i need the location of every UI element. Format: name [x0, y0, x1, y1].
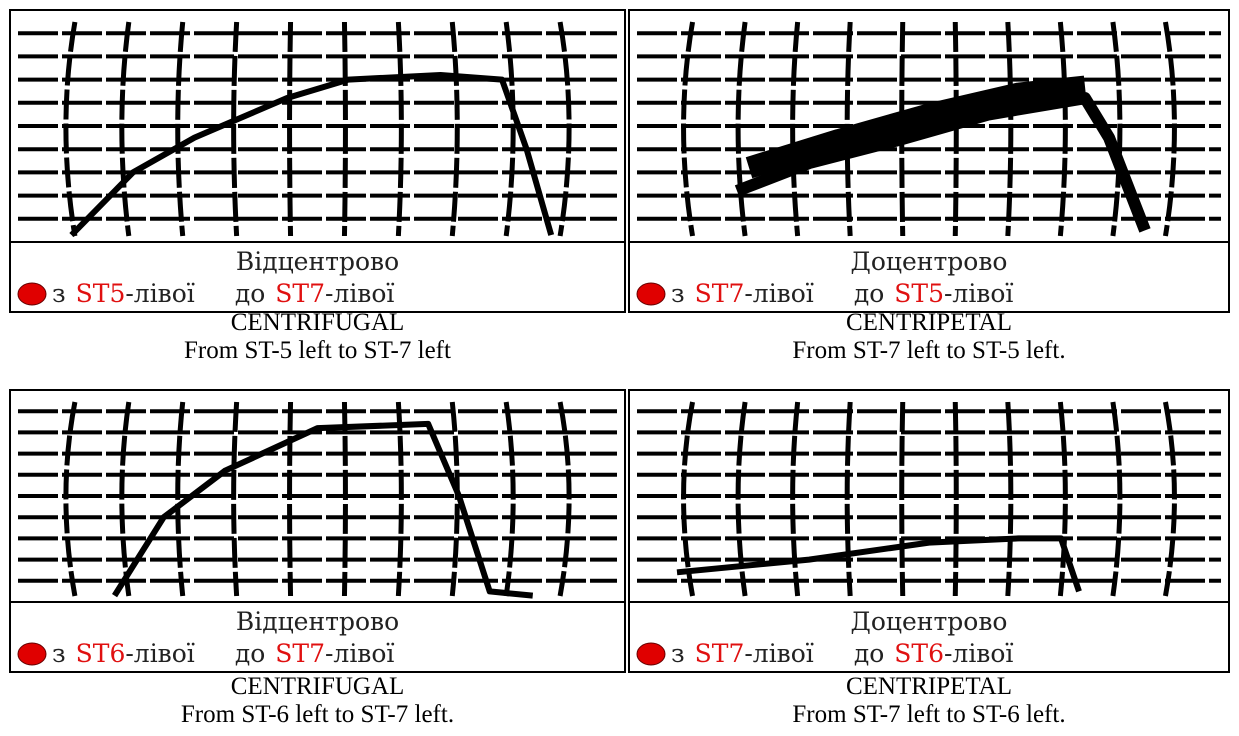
- grid-line: [1110, 21, 1123, 237]
- caption-line: CENTRIFUGAL: [231, 309, 405, 336]
- grid-line: [1057, 21, 1068, 237]
- panel-border: [9, 389, 626, 673]
- marker-dot: [636, 282, 666, 306]
- route-from-suffix: -лівої: [125, 639, 194, 668]
- grid-line: [735, 401, 748, 597]
- route-from-suffix: -лівої: [125, 279, 194, 308]
- caption-line: From ST-5 left to ST-7 left: [184, 337, 451, 364]
- route-from-suffix: -лівої: [744, 279, 813, 308]
- route-to-word: до: [235, 639, 265, 668]
- route-to-suffix: -лівої: [944, 639, 1013, 668]
- grid-line: [1110, 401, 1123, 597]
- grid-line: [287, 401, 294, 597]
- grid-line: [503, 21, 516, 237]
- grid-line: [790, 401, 801, 597]
- route-label: з ST6-лівої до ST7-лівої: [52, 639, 394, 668]
- caption-line: CENTRIPETAL: [846, 673, 1012, 700]
- route-label: з ST5-лівої до ST7-лівої: [52, 279, 394, 308]
- grid-line: [1057, 401, 1068, 597]
- route-to-suffix: -лівої: [325, 639, 394, 668]
- grid-line: [287, 21, 294, 237]
- caption-line: From ST-7 left to ST-5 left.: [792, 337, 1065, 364]
- grid-line: [503, 401, 516, 597]
- route-to-suffix: -лівої: [325, 279, 394, 308]
- grid-line: [557, 401, 572, 597]
- trace: [112, 420, 534, 599]
- grid-line: [952, 401, 959, 597]
- marker-dot: [17, 642, 47, 666]
- panel-border: [628, 9, 1230, 313]
- grid-line: [63, 21, 78, 237]
- panel-title: Доцентрово: [851, 247, 1008, 276]
- grid-line: [1162, 21, 1177, 237]
- grid-line: [341, 21, 348, 237]
- grid-line: [557, 21, 572, 237]
- grid-line: [175, 401, 186, 597]
- route-to-st: ST7: [275, 639, 325, 668]
- grid-line: [395, 21, 404, 237]
- route-from-word: з: [52, 279, 66, 308]
- route-from-st: ST5: [76, 279, 126, 308]
- panel-border: [628, 389, 1230, 673]
- route-to-word: до: [235, 279, 265, 308]
- grid-line: [844, 401, 853, 597]
- route-to-st: ST6: [894, 639, 944, 668]
- route-label: з ST7-лівої до ST6-лівої: [671, 639, 1013, 668]
- marker-dot: [17, 282, 47, 306]
- route-to-word: до: [854, 639, 884, 668]
- grid-line: [899, 401, 906, 597]
- marker-dot: [636, 642, 666, 666]
- grid-line: [735, 21, 748, 237]
- grid-line: [341, 401, 348, 597]
- panel-border: [9, 9, 626, 313]
- route-from-suffix: -лівої: [744, 639, 813, 668]
- route-to-st: ST7: [275, 279, 325, 308]
- caption-line: From ST-6 left to ST-7 left.: [181, 701, 454, 728]
- route-to-word: до: [854, 279, 884, 308]
- route-from-word: з: [671, 639, 685, 668]
- route-from-word: з: [671, 279, 685, 308]
- route-to-st: ST5: [894, 279, 944, 308]
- trace: [745, 75, 1087, 179]
- route-label: з ST7-лівої до ST5-лівої: [671, 279, 1013, 308]
- grid-line: [395, 401, 404, 597]
- grid-line: [1162, 401, 1177, 597]
- route-from-word: з: [52, 639, 66, 668]
- grid-line: [449, 21, 460, 237]
- panel-title: Доцентрово: [851, 607, 1008, 636]
- panel-title: Відцентрово: [236, 247, 399, 276]
- panel-title: Відцентрово: [236, 607, 399, 636]
- caption-line: CENTRIPETAL: [846, 309, 1012, 336]
- route-from-st: ST6: [76, 639, 126, 668]
- grid-line: [681, 21, 696, 237]
- route-from-st: ST7: [695, 279, 745, 308]
- trace: [734, 92, 1151, 233]
- grid-line: [790, 21, 801, 237]
- trace: [676, 535, 1082, 593]
- caption-line: CENTRIFUGAL: [231, 673, 405, 700]
- grid-line: [119, 21, 132, 237]
- grid-line: [63, 401, 78, 597]
- route-to-suffix: -лівої: [944, 279, 1013, 308]
- grid-line: [231, 401, 240, 597]
- grid-line: [231, 21, 240, 237]
- route-from-st: ST7: [695, 639, 745, 668]
- grid-line: [1005, 401, 1014, 597]
- grid-line: [175, 21, 186, 237]
- grid-line: [1005, 21, 1014, 237]
- trace: [69, 71, 555, 238]
- grid-line: [449, 401, 460, 597]
- caption-line: From ST-7 left to ST-6 left.: [792, 701, 1065, 728]
